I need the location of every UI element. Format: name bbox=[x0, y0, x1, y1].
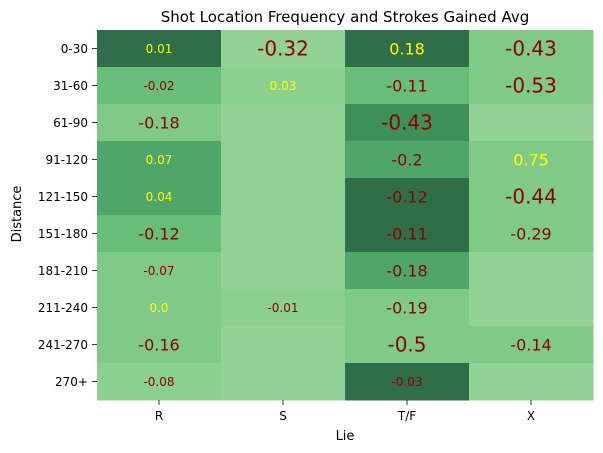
cell-annotation: -0.44 bbox=[505, 185, 557, 209]
cell-annotation: -0.43 bbox=[381, 111, 433, 135]
x-tick-label: T/F bbox=[397, 409, 416, 423]
heatmap-cell bbox=[221, 252, 346, 290]
cell-annotation: -0.53 bbox=[505, 74, 557, 98]
cell-annotation: -0.5 bbox=[387, 333, 426, 357]
cell-annotation: -0.11 bbox=[386, 224, 427, 243]
heatmap-cell bbox=[221, 215, 346, 253]
heatmap-cell bbox=[469, 289, 594, 327]
y-tick-label: 0-30 bbox=[61, 42, 88, 56]
cell-annotation: -0.16 bbox=[138, 335, 179, 354]
heatmap-cell bbox=[221, 363, 346, 401]
cell-annotation: -0.19 bbox=[386, 298, 427, 317]
cell-annotation: -0.43 bbox=[505, 37, 557, 61]
chart-title: Shot Location Frequency and Strokes Gain… bbox=[161, 8, 529, 26]
cell-annotation: -0.03 bbox=[391, 375, 422, 389]
heatmap-cell bbox=[469, 363, 594, 401]
cell-annotation: -0.12 bbox=[386, 187, 427, 206]
x-tick-label: R bbox=[155, 409, 163, 423]
cell-annotation: -0.12 bbox=[138, 224, 179, 243]
cell-annotation: 0.18 bbox=[389, 39, 425, 58]
cell-annotation: -0.2 bbox=[391, 150, 422, 169]
heatmap-cell bbox=[221, 104, 346, 142]
heatmap-cell bbox=[469, 252, 594, 290]
heatmap-cell bbox=[221, 141, 346, 179]
cell-annotation: -0.07 bbox=[143, 264, 174, 278]
cell-annotation: 0.04 bbox=[146, 190, 173, 204]
cell-annotation: -0.29 bbox=[510, 224, 551, 243]
cell-annotation: -0.02 bbox=[143, 79, 174, 93]
y-tick-label: 61-90 bbox=[53, 116, 88, 130]
cell-annotation: -0.11 bbox=[386, 76, 427, 95]
y-tick-label: 31-60 bbox=[53, 79, 88, 93]
cell-annotation: 0.03 bbox=[270, 79, 297, 93]
y-tick-label: 241-270 bbox=[38, 338, 88, 352]
cell-annotation: -0.18 bbox=[386, 261, 427, 280]
cell-annotation: -0.18 bbox=[138, 113, 179, 132]
cell-annotation: -0.14 bbox=[510, 335, 551, 354]
heatmap-cell bbox=[221, 178, 346, 216]
cell-annotation: -0.08 bbox=[143, 375, 174, 389]
cell-annotation: -0.01 bbox=[267, 301, 298, 315]
x-axis-ticks: R S T/F X bbox=[155, 400, 535, 423]
cell-annotation: 0.01 bbox=[146, 42, 173, 56]
x-tick-label: S bbox=[279, 409, 287, 423]
x-axis-label: Lie bbox=[336, 429, 355, 444]
y-tick-label: 91-120 bbox=[45, 153, 88, 167]
cell-annotation: 0.0 bbox=[149, 301, 168, 315]
cell-annotation: 0.07 bbox=[146, 153, 173, 167]
y-tick-label: 181-210 bbox=[38, 264, 88, 278]
cell-annotation: -0.32 bbox=[257, 37, 309, 61]
x-tick-label: X bbox=[527, 409, 535, 423]
y-tick-label: 151-180 bbox=[38, 227, 88, 241]
heatmap-cell bbox=[469, 104, 594, 142]
y-axis-label: Distance bbox=[10, 186, 25, 243]
y-axis-ticks: 0-30 31-60 61-90 91-120 121-150 151-180 181-21… bbox=[38, 42, 97, 389]
y-tick-label: 121-150 bbox=[38, 190, 88, 204]
y-tick-label: 211-240 bbox=[38, 301, 88, 315]
cell-annotation: 0.75 bbox=[513, 150, 549, 169]
heatmap-cell bbox=[221, 326, 346, 364]
y-tick-label: 270+ bbox=[55, 375, 88, 389]
